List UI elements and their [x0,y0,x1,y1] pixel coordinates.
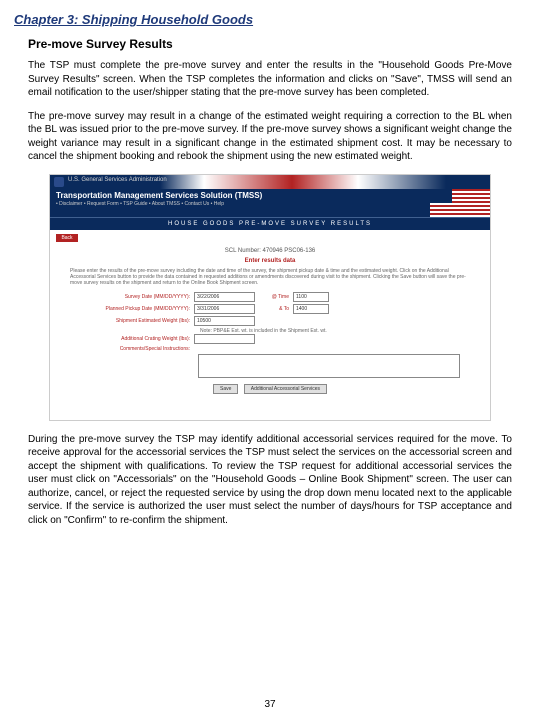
section-title: Pre-move Survey Results [28,37,512,51]
time-label-2: & To [259,306,289,312]
time-input-2[interactable]: 1400 [293,304,329,314]
paragraph-3: During the pre-move survey the TSP may i… [28,433,512,528]
gsa-label: U.S. General Services Administration [68,177,167,183]
time-label-1: @ Time [259,294,289,300]
instructions-text: Please enter the results of the pre-move… [50,264,490,290]
flag-icon [430,189,490,217]
gsa-header-bar: U.S. General Services Administration [50,175,490,189]
additional-weight-label: Additional Crating Weight (lbs): [70,336,190,342]
paragraph-1: The TSP must complete the pre-move surve… [28,59,512,100]
chapter-title: Chapter 3: Shipping Household Goods [14,12,512,27]
tmss-screenshot: U.S. General Services Administration Tra… [49,174,491,421]
document-page: Chapter 3: Shipping Household Goods Pre-… [0,0,540,720]
additional-services-button[interactable]: Additional Accessorial Services [244,384,327,394]
time-input-1[interactable]: 1100 [293,292,329,302]
survey-date-label: Survey Date (MM/DD/YYYY): [70,294,190,300]
tmss-title: Transportation Management Services Solut… [56,191,484,200]
paragraph-2: The pre-move survey may result in a chan… [28,110,512,164]
comments-label: Comments/Special Instructions: [70,346,190,352]
estimated-weight-input[interactable]: 10500 [194,316,255,326]
survey-date-input[interactable]: 3/22/2006 [194,292,255,302]
additional-weight-input[interactable] [194,334,255,344]
page-number: 37 [0,699,540,710]
comments-textarea[interactable] [198,354,460,378]
results-header-bar: HOUSE GOODS PRE-MOVE SURVEY RESULTS [50,217,490,230]
survey-form: Survey Date (MM/DD/YYYY): 3/22/2006 @ Ti… [50,290,490,396]
pickup-date-label: Planned Pickup Date (MM/DD/YYYY): [70,306,190,312]
tmss-nav-links[interactable]: • Disclaimer • Request Form • TSP Guide … [56,201,484,207]
save-button[interactable]: Save [213,384,238,394]
estimated-weight-label: Shipment Estimated Weight (lbs): [70,318,190,324]
pickup-date-input[interactable]: 3/31/2006 [194,304,255,314]
scl-number: SCL Number: 470946 PSC06-136 [50,248,490,254]
back-button[interactable]: Back [56,234,78,242]
tmss-header-bar: Transportation Management Services Solut… [50,189,490,217]
